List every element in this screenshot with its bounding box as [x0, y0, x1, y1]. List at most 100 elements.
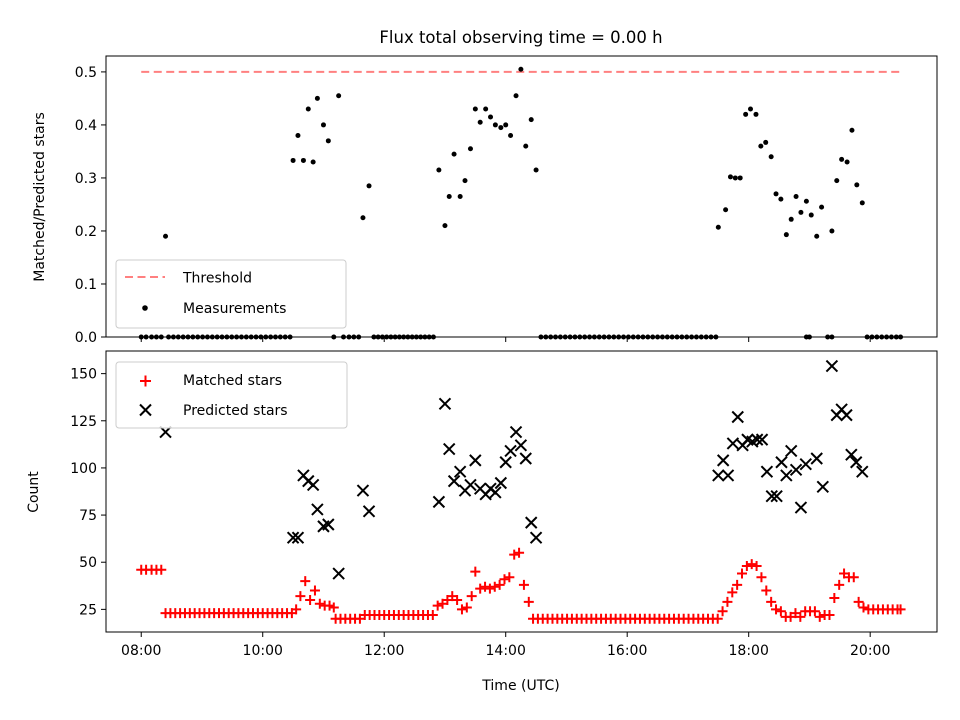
measurement-point — [814, 233, 820, 239]
measurement-point — [503, 122, 509, 128]
predicted-star-point — [291, 531, 305, 544]
measurement-point — [849, 127, 855, 133]
predicted-star-point — [529, 531, 543, 544]
x-axis-label: Time (UTC) — [481, 678, 559, 694]
measurement-point — [732, 175, 738, 181]
matched-star-point — [291, 604, 302, 615]
measurement-point — [748, 106, 754, 112]
top-panel-ylabel: Matched/Predicted stars — [32, 112, 48, 282]
bottom-y-tick-label: 150 — [70, 367, 97, 383]
measurement-point — [163, 233, 169, 239]
predicted-star-point — [712, 469, 725, 482]
predicted-star-point — [721, 469, 735, 482]
measurement-point — [310, 159, 316, 165]
matched-star-point — [795, 611, 806, 622]
measurement-point — [793, 194, 799, 199]
matched-star-point — [328, 602, 339, 613]
matched-star-point — [737, 568, 748, 579]
measurement-point — [446, 194, 452, 199]
predicted-star-point — [499, 456, 512, 469]
measurement-point — [773, 191, 779, 197]
measurement-point — [513, 93, 519, 99]
matched-star-point — [741, 560, 752, 571]
measurement-point — [462, 178, 468, 184]
matched-star-point — [824, 610, 835, 621]
matched-star-point — [509, 549, 520, 560]
predicted-star-point — [840, 408, 853, 422]
bottom-legend: Matched stars Predicted stars — [115, 361, 348, 429]
predicted-star-point — [453, 465, 467, 478]
measurement-point — [819, 204, 825, 210]
legend-threshold-label: Threshold — [182, 271, 252, 287]
matched-star-point — [775, 606, 786, 617]
predicted-star-point — [750, 433, 764, 446]
predicted-star-point — [464, 478, 477, 492]
measurement-point — [366, 183, 372, 189]
bottom-y-ticks: 25 50 75 100 125 150 — [70, 367, 106, 618]
matched-star-point — [504, 572, 515, 583]
measurement-point — [788, 216, 794, 222]
measurement-point — [743, 111, 749, 117]
legend-matched-label: Matched stars — [183, 373, 282, 389]
predicted-star-point — [525, 516, 538, 529]
matched-star-point — [484, 583, 495, 594]
matched-star-point — [756, 572, 767, 583]
bottom-x-tick-label: 10:00 — [243, 643, 283, 659]
predicted-star-point — [845, 448, 858, 461]
measurement-point — [758, 143, 764, 149]
matched-star-point — [305, 594, 316, 605]
bottom-panel-frame — [105, 350, 938, 633]
measurement-point — [498, 125, 504, 131]
matched-star-point — [722, 596, 733, 607]
matched-star-point — [494, 579, 505, 590]
matched-star-point — [300, 576, 311, 587]
predicted-star-point — [760, 465, 774, 478]
bottom-x-tick-label: 20:00 — [850, 643, 890, 659]
measurement-point — [723, 207, 729, 213]
predicted-star-point — [850, 456, 863, 469]
top-y-tick-label: 0.1 — [75, 277, 97, 293]
predicted-star-point — [731, 410, 744, 424]
predicted-star-point — [799, 457, 812, 471]
measurement-point — [753, 111, 759, 117]
measurement-point — [325, 138, 331, 144]
matched-star-point — [432, 600, 443, 611]
matched-star-point — [746, 559, 757, 570]
bottom-y-tick-label: 25 — [79, 602, 97, 618]
bottom-legend-box — [115, 361, 348, 429]
matched-star-point — [712, 613, 723, 624]
measurement-point — [472, 106, 478, 112]
predicted-star-point — [438, 397, 452, 411]
matched-star-point — [727, 587, 738, 598]
predicted-star-point — [447, 474, 461, 488]
matched-star-point — [456, 604, 467, 615]
measurement-point — [336, 93, 342, 99]
measurement-point — [768, 154, 774, 160]
matched-star-point — [751, 560, 762, 571]
matched-star-point — [848, 572, 859, 583]
bottom-y-tick-label: 125 — [70, 414, 97, 430]
measurement-point — [508, 133, 514, 139]
matched-star-point — [809, 606, 820, 617]
bottom-x-tick-label: 08:00 — [121, 643, 161, 659]
measurement-point — [727, 174, 733, 180]
bottom-panel-ylabel: Count — [26, 471, 42, 513]
measurement-point — [436, 167, 442, 173]
legend-measurements-label: Measurements — [183, 301, 286, 317]
predicted-star-point — [794, 501, 808, 514]
matched-star-point — [295, 591, 306, 602]
measurement-point — [844, 159, 850, 165]
matched-star-point — [480, 581, 491, 592]
predicted-star-point — [755, 433, 769, 446]
top-y-tick-label: 0.3 — [75, 171, 97, 187]
measurement-point — [829, 228, 835, 234]
chart-title: Flux total observing time = 0.00 h — [379, 28, 662, 47]
bottom-x-ticks: 08:00 10:00 12:00 14:00 16:00 18:00 20:00 — [121, 632, 890, 659]
measurement-point — [715, 224, 721, 230]
measurement-point — [834, 178, 840, 184]
top-y-tick-label: 0.2 — [75, 224, 97, 240]
predicted-star-point — [770, 490, 783, 503]
predicted-star-point — [726, 437, 740, 450]
predicted-star-point — [489, 486, 502, 499]
